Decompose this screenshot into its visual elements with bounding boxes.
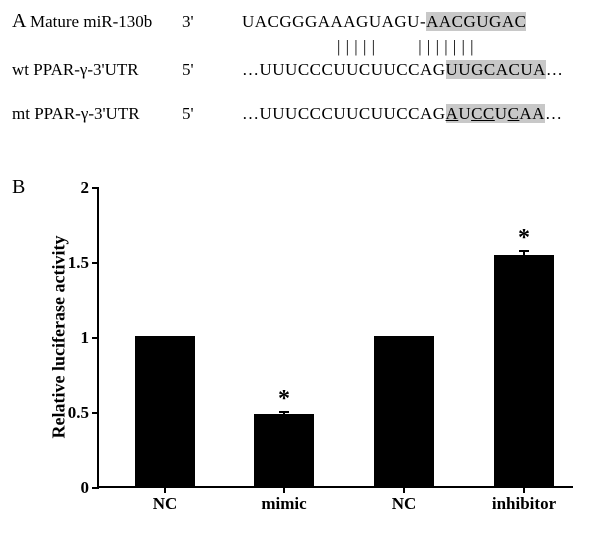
seq-row-wt: wt PPAR-γ-3'UTR 5' …UUUCCCUUCUUCCAGUUGCA…: [12, 60, 590, 86]
seq-row-mt: mt PPAR-γ-3'UTR 5' …UUUCCCUUCUUCCAGAUCCU…: [12, 104, 590, 130]
y-tick: [92, 262, 99, 264]
seq-dir-mt: 5': [182, 104, 242, 124]
seed-highlight-mirna: AACGUGAC: [426, 12, 526, 31]
x-tick-label: NC: [392, 494, 417, 514]
y-tick: [92, 487, 99, 489]
x-tick-label: inhibitor: [492, 494, 556, 514]
bar: [374, 336, 434, 486]
bar: [254, 414, 314, 486]
x-tick-label: NC: [153, 494, 178, 514]
seq-mirna: UACGGGAAAGUAGU-AACGUGAC: [242, 12, 526, 32]
x-tick: [164, 486, 166, 493]
significance-mark: *: [518, 225, 530, 252]
y-tick: [92, 187, 99, 189]
seq-label-wt: wt PPAR-γ-3'UTR: [12, 60, 182, 80]
panel-b-label: B: [12, 176, 25, 199]
plot-area: Relative luciferase activity 00.511.52NC…: [97, 188, 573, 488]
y-axis-label: Relative luciferase activity: [49, 236, 70, 439]
y-tick: [92, 412, 99, 414]
y-tick-label: 0.5: [68, 403, 89, 423]
seed-highlight-wt: UUGCACUA: [446, 60, 546, 79]
y-tick-label: 1.5: [68, 253, 89, 273]
x-tick: [403, 486, 405, 493]
panel-a: A Mature miR-130b 3' UACGGGAAAGUAGU-AACG…: [12, 10, 590, 134]
y-tick-label: 0: [81, 478, 90, 498]
bar-chart: Relative luciferase activity 00.511.52NC…: [77, 188, 577, 533]
seq-dir-mirna: 3': [182, 12, 242, 32]
x-tick: [523, 486, 525, 493]
seq-label-mirna: Mature miR-130b: [12, 12, 182, 32]
bar: [494, 255, 554, 486]
x-tick-label: mimic: [261, 494, 306, 514]
significance-mark: *: [278, 386, 290, 413]
y-tick-label: 2: [81, 178, 90, 198]
panel-b: B Relative luciferase activity 00.511.52…: [12, 176, 590, 546]
seed-highlight-mt: AUCCUCAA: [446, 104, 545, 123]
y-tick: [92, 337, 99, 339]
panel-a-label: A: [12, 10, 26, 33]
y-tick-label: 1: [81, 328, 90, 348]
seq-label-mt: mt PPAR-γ-3'UTR: [12, 104, 182, 124]
x-tick: [283, 486, 285, 493]
seq-wt: …UUUCCCUUCUUCCAGUUGCACUA…: [242, 60, 563, 80]
alignment-bars: | | | | | | | | | | | |: [12, 42, 590, 60]
seq-row-mirna: Mature miR-130b 3' UACGGGAAAGUAGU-AACGUG…: [12, 12, 590, 38]
seq-mt: …UUUCCCUUCUUCCAGAUCCUCAA…: [242, 104, 562, 124]
seq-dir-wt: 5': [182, 60, 242, 80]
bar: [135, 336, 195, 486]
